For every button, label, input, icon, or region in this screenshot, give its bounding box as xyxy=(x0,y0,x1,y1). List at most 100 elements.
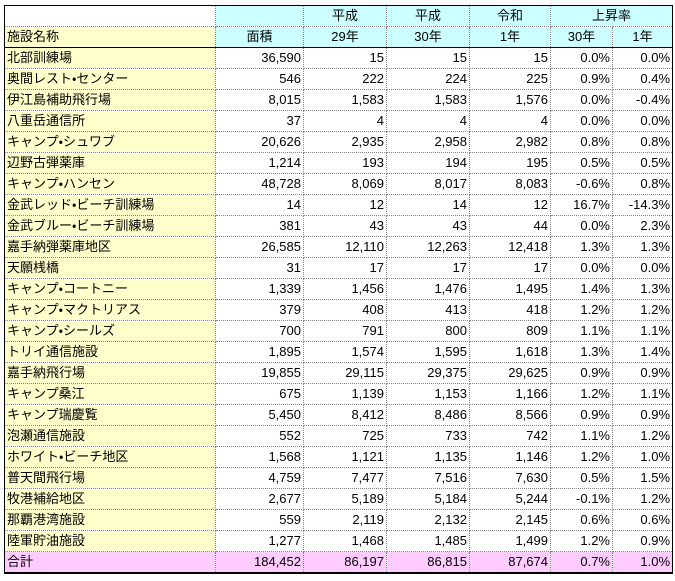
facility-name-cell[interactable]: 金武ブルー・ビーチ訓練場 xyxy=(4,215,216,237)
facility-name-cell[interactable]: 辺野古弾薬庫 xyxy=(4,152,216,174)
rate30-cell[interactable]: 1.2% xyxy=(550,446,613,468)
h30-cell[interactable]: 43 xyxy=(386,215,470,237)
rate30-cell[interactable]: 1.3% xyxy=(550,341,613,363)
h30-cell[interactable]: 15 xyxy=(386,47,470,69)
rate1-cell[interactable]: 1.2% xyxy=(611,299,674,321)
header-blank-cell[interactable] xyxy=(4,5,216,27)
h30-cell[interactable]: 1,583 xyxy=(386,89,470,111)
rate1-cell[interactable]: 1.2% xyxy=(611,425,674,447)
h30-cell[interactable]: 5,184 xyxy=(386,488,470,510)
h29-cell[interactable]: 408 xyxy=(303,299,387,321)
header-y29[interactable]: 29年 xyxy=(303,26,387,48)
facility-name-cell[interactable]: 普天間飛行場 xyxy=(4,467,216,489)
area-cell[interactable]: 14 xyxy=(215,194,304,216)
facility-name-cell[interactable]: 嘉手納弾薬庫地区 xyxy=(4,236,216,258)
rate30-cell[interactable]: 16.7% xyxy=(550,194,613,216)
rate30-cell[interactable]: -0.1% xyxy=(550,488,613,510)
header-y30[interactable]: 30年 xyxy=(386,26,470,48)
header-area-top-cell[interactable] xyxy=(215,5,304,27)
area-cell[interactable]: 4,759 xyxy=(215,467,304,489)
r1-cell[interactable]: 2,145 xyxy=(469,509,551,531)
h29-cell[interactable]: 1,468 xyxy=(303,530,387,552)
h30-cell[interactable]: 1,485 xyxy=(386,530,470,552)
h29-cell[interactable]: 15 xyxy=(303,47,387,69)
rate30-cell[interactable]: 1.1% xyxy=(550,425,613,447)
rate1-cell[interactable]: 0.0% xyxy=(611,47,674,69)
rate1-cell[interactable]: 1.1% xyxy=(611,320,674,342)
r1-cell[interactable]: 1,166 xyxy=(469,383,551,405)
facility-name-cell[interactable]: キャンプ・ハンセン xyxy=(4,173,216,195)
h29-cell[interactable]: 1,121 xyxy=(303,446,387,468)
rate30-cell[interactable]: 1.2% xyxy=(550,299,613,321)
area-cell[interactable]: 552 xyxy=(215,425,304,447)
area-cell[interactable]: 36,590 xyxy=(215,47,304,69)
h29-cell[interactable]: 791 xyxy=(303,320,387,342)
r1-cell[interactable]: 29,625 xyxy=(469,362,551,384)
facility-name-cell[interactable]: 伊江島補助飛行場 xyxy=(4,89,216,111)
h29-cell[interactable]: 1,574 xyxy=(303,341,387,363)
area-cell[interactable]: 381 xyxy=(215,215,304,237)
area-cell[interactable]: 1,895 xyxy=(215,341,304,363)
h29-cell[interactable]: 12 xyxy=(303,194,387,216)
rate1-cell[interactable]: 1.4% xyxy=(611,341,674,363)
h30-cell[interactable]: 2,958 xyxy=(386,131,470,153)
h30-cell[interactable]: 800 xyxy=(386,320,470,342)
rate1-cell[interactable]: 1.3% xyxy=(611,278,674,300)
facility-name-cell[interactable]: 奥間レスト・センター xyxy=(4,68,216,90)
rate1-cell[interactable]: -0.4% xyxy=(611,89,674,111)
rate1-cell[interactable]: 1.1% xyxy=(611,383,674,405)
rate1-cell[interactable]: 0.0% xyxy=(611,110,674,132)
h30-cell[interactable]: 8,486 xyxy=(386,404,470,426)
rate30-cell[interactable]: 0.5% xyxy=(550,467,613,489)
h29-cell[interactable]: 2,119 xyxy=(303,509,387,531)
h29-cell[interactable]: 43 xyxy=(303,215,387,237)
area-cell[interactable]: 5,450 xyxy=(215,404,304,426)
rate1-cell[interactable]: 0.8% xyxy=(611,131,674,153)
area-cell[interactable]: 546 xyxy=(215,68,304,90)
h29-cell[interactable]: 8,069 xyxy=(303,173,387,195)
header-rate30[interactable]: 30年 xyxy=(550,26,613,48)
facility-name-cell[interactable]: 陸軍貯油施設 xyxy=(4,530,216,552)
h29-cell[interactable]: 12,110 xyxy=(303,236,387,258)
rate1-cell[interactable]: 1.3% xyxy=(611,236,674,258)
rate1-cell[interactable]: 0.8% xyxy=(611,173,674,195)
h29-cell[interactable]: 29,115 xyxy=(303,362,387,384)
facility-name-cell[interactable]: 金武レッド・ビーチ訓練場 xyxy=(4,194,216,216)
h30-cell[interactable]: 1,153 xyxy=(386,383,470,405)
area-cell[interactable]: 1,214 xyxy=(215,152,304,174)
facility-name-cell[interactable]: ホワイト・ビーチ地区 xyxy=(4,446,216,468)
facility-name-cell[interactable]: 天願桟橋 xyxy=(4,257,216,279)
h29-cell[interactable]: 17 xyxy=(303,257,387,279)
rate30-cell[interactable]: 0.5% xyxy=(550,152,613,174)
rate30-cell[interactable]: -0.6% xyxy=(550,173,613,195)
r1-cell[interactable]: 1,576 xyxy=(469,89,551,111)
rate30-cell[interactable]: 0.8% xyxy=(550,131,613,153)
h29-cell[interactable]: 725 xyxy=(303,425,387,447)
h30-cell[interactable]: 1,135 xyxy=(386,446,470,468)
h29-cell[interactable]: 4 xyxy=(303,110,387,132)
r1-cell[interactable]: 15 xyxy=(469,47,551,69)
facility-name-cell[interactable]: 嘉手納飛行場 xyxy=(4,362,216,384)
h30-cell[interactable]: 733 xyxy=(386,425,470,447)
total-r1-cell[interactable]: 87,674 xyxy=(469,551,551,574)
area-cell[interactable]: 26,585 xyxy=(215,236,304,258)
h29-cell[interactable]: 7,477 xyxy=(303,467,387,489)
area-cell[interactable]: 1,277 xyxy=(215,530,304,552)
area-cell[interactable]: 2,677 xyxy=(215,488,304,510)
header-era-r1[interactable]: 令和 xyxy=(469,5,551,27)
rate1-cell[interactable]: 0.4% xyxy=(611,68,674,90)
area-cell[interactable]: 48,728 xyxy=(215,173,304,195)
h29-cell[interactable]: 193 xyxy=(303,152,387,174)
r1-cell[interactable]: 8,083 xyxy=(469,173,551,195)
rate1-cell[interactable]: 1.5% xyxy=(611,467,674,489)
area-cell[interactable]: 31 xyxy=(215,257,304,279)
facility-name-cell[interactable]: キャンプ・シュワブ xyxy=(4,131,216,153)
area-cell[interactable]: 675 xyxy=(215,383,304,405)
area-cell[interactable]: 559 xyxy=(215,509,304,531)
header-facility-name[interactable]: 施設名称 xyxy=(4,26,216,48)
rate1-cell[interactable]: 0.0% xyxy=(611,257,674,279)
facility-name-cell[interactable]: キャンプ・シールズ xyxy=(4,320,216,342)
r1-cell[interactable]: 7,630 xyxy=(469,467,551,489)
facility-name-cell[interactable]: 八重岳通信所 xyxy=(4,110,216,132)
facility-name-cell[interactable]: 那覇港湾施設 xyxy=(4,509,216,531)
